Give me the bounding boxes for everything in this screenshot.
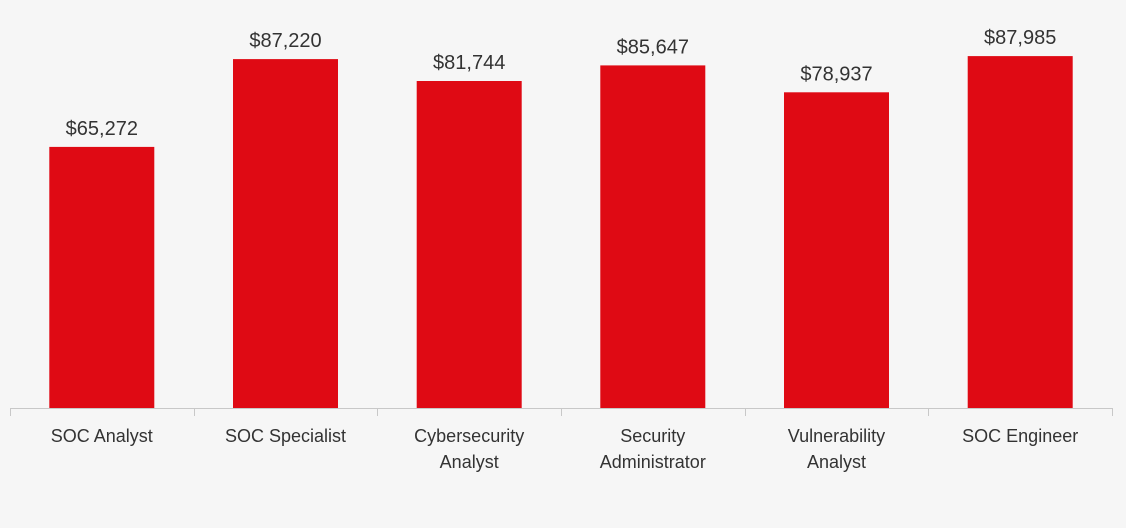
x-tick-label: SOC Analyst	[51, 426, 153, 446]
category-labels-layer: SOC Analyst SOC Specialist Cybersecurity An…	[51, 426, 1078, 472]
bar	[233, 59, 338, 408]
x-tick-label: Analyst	[440, 452, 499, 472]
value-labels-layer: $65,272 $87,220 $81,744 $85,647 $78,937 $87,9…	[66, 27, 1057, 140]
x-tick-label: Administrator	[600, 452, 706, 472]
bar-value-label: $81,744	[433, 52, 505, 74]
bar-value-label: $85,647	[617, 36, 689, 58]
x-tick-label: Cybersecurity	[414, 426, 524, 446]
bar-value-label: $78,937	[800, 63, 872, 85]
x-tick-label: Security	[620, 426, 685, 446]
bar-value-label: $65,272	[66, 118, 138, 140]
x-tick-label: SOC Engineer	[962, 426, 1078, 446]
x-tick-label: SOC Specialist	[225, 426, 346, 446]
bar-value-label: $87,220	[249, 30, 321, 52]
bars-layer	[49, 56, 1073, 409]
bar	[600, 65, 706, 409]
x-tick-label: Vulnerability	[788, 426, 885, 446]
x-tick-label: Analyst	[807, 452, 866, 472]
bar	[49, 146, 155, 408]
bar	[416, 81, 522, 408]
bar-value-label: $87,985	[984, 27, 1056, 49]
x-axis	[10, 408, 1113, 416]
bar	[784, 92, 889, 409]
bar	[967, 56, 1073, 408]
